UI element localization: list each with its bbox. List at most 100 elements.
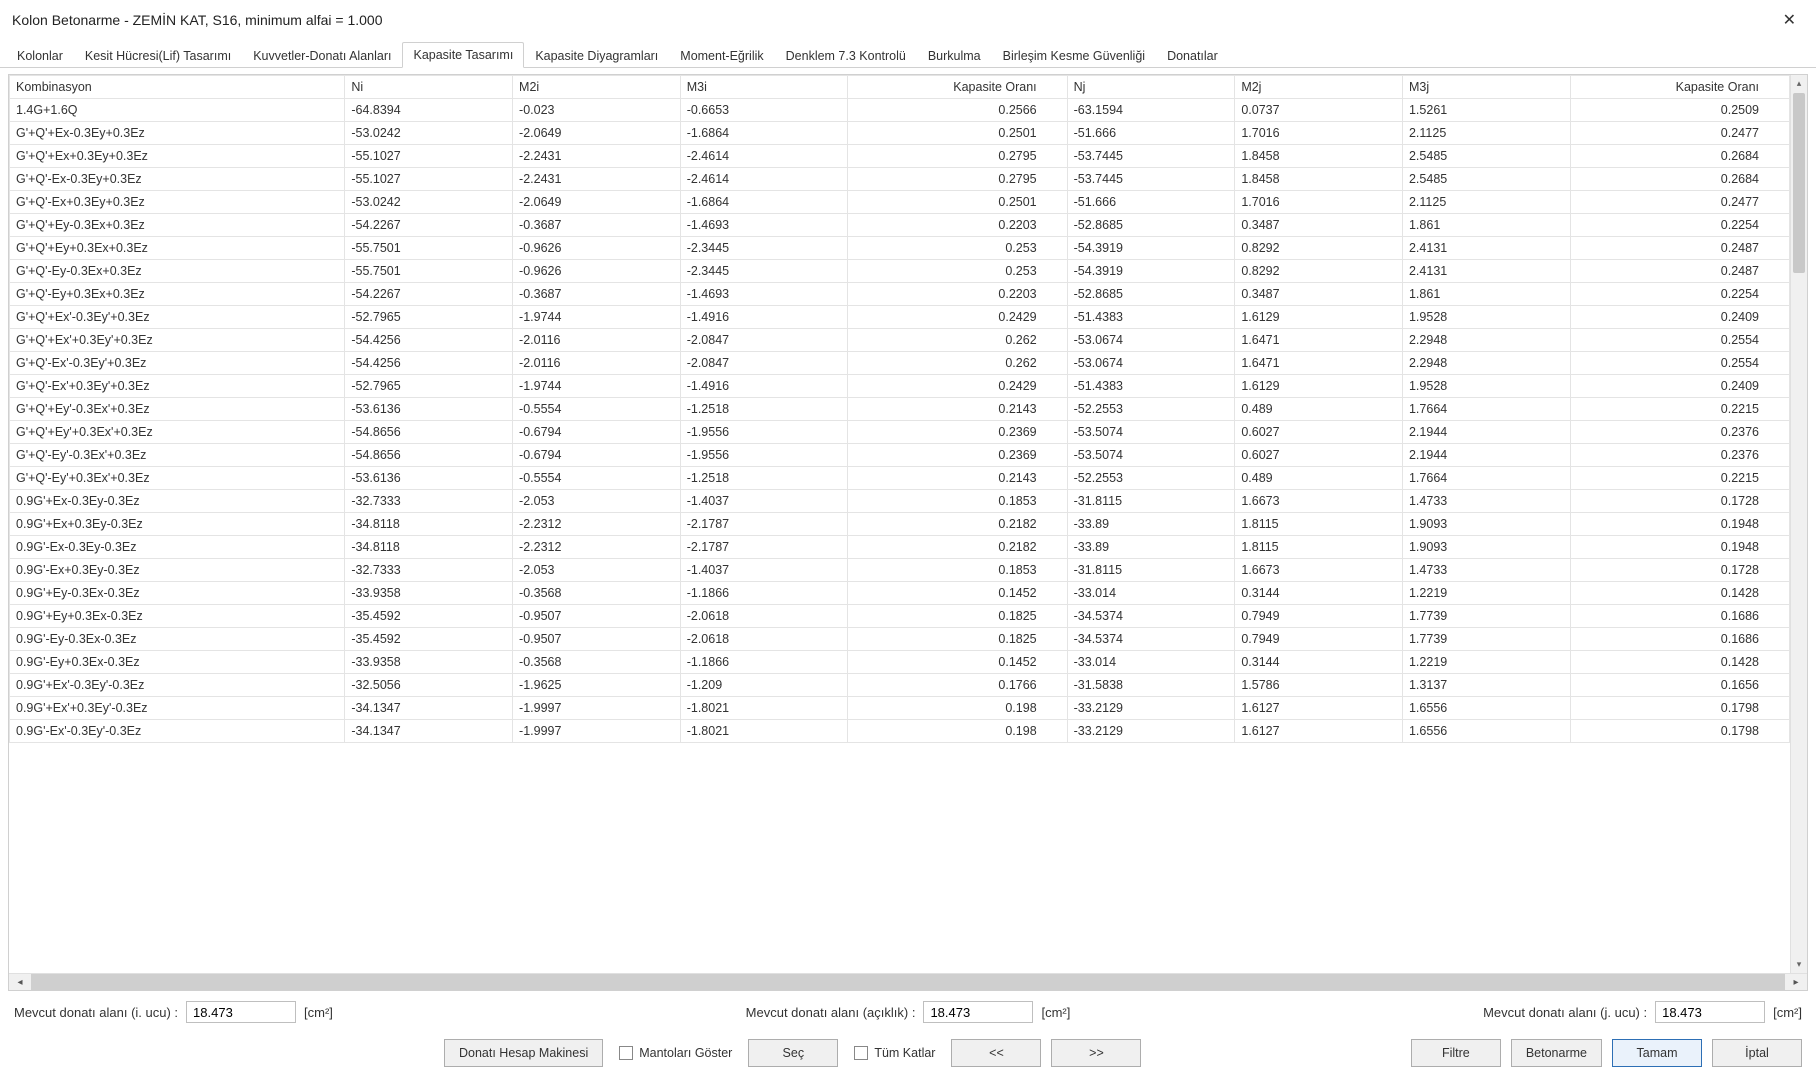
tab-7[interactable]: Burkulma <box>917 43 992 68</box>
table-cell: -1.9997 <box>513 697 681 720</box>
tamam-button[interactable]: Tamam <box>1612 1039 1702 1067</box>
column-header[interactable]: M3i <box>680 76 848 99</box>
table-cell: -55.1027 <box>345 168 513 191</box>
tab-2[interactable]: Kuvvetler-Donatı Alanları <box>242 43 402 68</box>
column-header[interactable]: Kombinasyon <box>10 76 345 99</box>
table-cell: 0.9G'-Ey-0.3Ex-0.3Ez <box>10 628 345 651</box>
tab-6[interactable]: Denklem 7.3 Kontrolü <box>775 43 917 68</box>
fields-row: Mevcut donatı alanı (i. ucu) : [cm²] Mev… <box>0 991 1816 1029</box>
j-area-input[interactable] <box>1655 1001 1765 1023</box>
table-row[interactable]: G'+Q'+Ex'+0.3Ey'+0.3Ez-54.4256-2.0116-2.… <box>10 329 1790 352</box>
table-row[interactable]: G'+Q'+Ey'+0.3Ex'+0.3Ez-54.8656-0.6794-1.… <box>10 421 1790 444</box>
table-cell: 0.6027 <box>1235 421 1403 444</box>
table-cell: -0.3687 <box>513 214 681 237</box>
table-row[interactable]: G'+Q'-Ey'-0.3Ex'+0.3Ez-54.8656-0.6794-1.… <box>10 444 1790 467</box>
table-cell: 0.1428 <box>1570 582 1789 605</box>
table-row[interactable]: G'+Q'+Ex+0.3Ey+0.3Ez-55.1027-2.2431-2.46… <box>10 145 1790 168</box>
table-row[interactable]: G'+Q'-Ey'+0.3Ex'+0.3Ez-53.6136-0.5554-1.… <box>10 467 1790 490</box>
table-row[interactable]: 1.4G+1.6Q-64.8394-0.023-0.66530.2566-63.… <box>10 99 1790 122</box>
tab-9[interactable]: Donatılar <box>1156 43 1229 68</box>
i-area-input[interactable] <box>186 1001 296 1023</box>
tab-3[interactable]: Kapasite Tasarımı <box>402 42 524 68</box>
table-row[interactable]: G'+Q'-Ex'-0.3Ey'+0.3Ez-54.4256-2.0116-2.… <box>10 352 1790 375</box>
table-cell: 0.2477 <box>1570 122 1789 145</box>
table-row[interactable]: G'+Q'-Ey-0.3Ex+0.3Ez-55.7501-0.9626-2.34… <box>10 260 1790 283</box>
table-cell: -64.8394 <box>345 99 513 122</box>
table-row[interactable]: 0.9G'+Ex'+0.3Ey'-0.3Ez-34.1347-1.9997-1.… <box>10 697 1790 720</box>
close-icon[interactable]: ✕ <box>1775 6 1804 34</box>
table-cell: 0.2429 <box>848 375 1067 398</box>
column-header[interactable]: M2i <box>513 76 681 99</box>
table-cell: 0.2684 <box>1570 168 1789 191</box>
prev-button[interactable]: << <box>951 1039 1041 1067</box>
sec-button[interactable]: Seç <box>748 1039 838 1067</box>
table-cell: -1.9997 <box>513 720 681 743</box>
table-cell: -0.5554 <box>513 467 681 490</box>
table-row[interactable]: 0.9G'+Ex-0.3Ey-0.3Ez-32.7333-2.053-1.403… <box>10 490 1790 513</box>
tab-4[interactable]: Kapasite Diyagramları <box>524 43 669 68</box>
checkbox-box-icon[interactable] <box>854 1046 868 1060</box>
table-row[interactable]: G'+Q'+Ex'-0.3Ey'+0.3Ez-52.7965-1.9744-1.… <box>10 306 1790 329</box>
horizontal-scrollbar[interactable]: ◂ ▸ <box>9 973 1807 990</box>
mid-area-input[interactable] <box>923 1001 1033 1023</box>
table-row[interactable]: 0.9G'-Ex+0.3Ey-0.3Ez-32.7333-2.053-1.403… <box>10 559 1790 582</box>
table-row[interactable]: G'+Q'+Ey+0.3Ex+0.3Ez-55.7501-0.9626-2.34… <box>10 237 1790 260</box>
table-cell: 0.2215 <box>1570 467 1789 490</box>
iptal-button[interactable]: İptal <box>1712 1039 1802 1067</box>
scroll-down-icon[interactable]: ▾ <box>1791 956 1807 973</box>
table-cell: 0.6027 <box>1235 444 1403 467</box>
betonarme-button[interactable]: Betonarme <box>1511 1039 1602 1067</box>
column-header[interactable]: Kapasite Oranı <box>848 76 1067 99</box>
table-cell: -0.6653 <box>680 99 848 122</box>
hscroll-track[interactable] <box>31 974 1785 990</box>
scroll-left-icon[interactable]: ◂ <box>9 977 31 988</box>
table-row[interactable]: G'+Q'+Ex-0.3Ey+0.3Ez-53.0242-2.0649-1.68… <box>10 122 1790 145</box>
scroll-right-icon[interactable]: ▸ <box>1785 977 1807 988</box>
scroll-thumb[interactable] <box>1793 93 1805 273</box>
table-cell: 0.253 <box>848 237 1067 260</box>
table-row[interactable]: G'+Q'-Ex'+0.3Ey'+0.3Ez-52.7965-1.9744-1.… <box>10 375 1790 398</box>
table-cell: -53.6136 <box>345 398 513 421</box>
table-row[interactable]: 0.9G'-Ex-0.3Ey-0.3Ez-34.8118-2.2312-2.17… <box>10 536 1790 559</box>
next-button[interactable]: >> <box>1051 1039 1141 1067</box>
tab-1[interactable]: Kesit Hücresi(Lif) Tasarımı <box>74 43 242 68</box>
tumkatlar-checkbox[interactable]: Tüm Katlar <box>854 1046 935 1060</box>
table-cell: 1.7664 <box>1402 398 1570 421</box>
table-row[interactable]: G'+Q'-Ex-0.3Ey+0.3Ez-55.1027-2.2431-2.46… <box>10 168 1790 191</box>
table-row[interactable]: G'+Q'+Ey'-0.3Ex'+0.3Ez-53.6136-0.5554-1.… <box>10 398 1790 421</box>
table-row[interactable]: 0.9G'+Ex'-0.3Ey'-0.3Ez-32.5056-1.9625-1.… <box>10 674 1790 697</box>
table-cell: 1.8115 <box>1235 536 1403 559</box>
mantolari-checkbox[interactable]: Mantoları Göster <box>619 1046 732 1060</box>
unit-label: [cm²] <box>304 1005 333 1020</box>
table-row[interactable]: 0.9G'-Ex'-0.3Ey'-0.3Ez-34.1347-1.9997-1.… <box>10 720 1790 743</box>
table-cell: -52.8685 <box>1067 214 1235 237</box>
column-header[interactable]: Kapasite Oranı <box>1570 76 1789 99</box>
tumkatlar-label: Tüm Katlar <box>874 1046 935 1060</box>
table-row[interactable]: G'+Q'-Ey+0.3Ex+0.3Ez-54.2267-0.3687-1.46… <box>10 283 1790 306</box>
column-header[interactable]: M3j <box>1402 76 1570 99</box>
column-header[interactable]: Ni <box>345 76 513 99</box>
tab-5[interactable]: Moment-Eğrilik <box>669 43 774 68</box>
filtre-button[interactable]: Filtre <box>1411 1039 1501 1067</box>
table-row[interactable]: 0.9G'+Ex+0.3Ey-0.3Ez-34.8118-2.2312-2.17… <box>10 513 1790 536</box>
table-row[interactable]: 0.9G'+Ey+0.3Ex-0.3Ez-35.4592-0.9507-2.06… <box>10 605 1790 628</box>
table-row[interactable]: 0.9G'-Ey+0.3Ex-0.3Ez-33.9358-0.3568-1.18… <box>10 651 1790 674</box>
table-cell: G'+Q'-Ey'-0.3Ex'+0.3Ez <box>10 444 345 467</box>
table-row[interactable]: 0.9G'-Ey-0.3Ex-0.3Ez-35.4592-0.9507-2.06… <box>10 628 1790 651</box>
table-row[interactable]: G'+Q'+Ey-0.3Ex+0.3Ez-54.2267-0.3687-1.46… <box>10 214 1790 237</box>
tab-8[interactable]: Birleşim Kesme Güvenliği <box>992 43 1156 68</box>
table-cell: 0.2215 <box>1570 398 1789 421</box>
scroll-up-icon[interactable]: ▴ <box>1791 75 1807 92</box>
calc-button[interactable]: Donatı Hesap Makinesi <box>444 1039 603 1067</box>
tab-0[interactable]: Kolonlar <box>6 43 74 68</box>
table-row[interactable]: G'+Q'-Ex+0.3Ey+0.3Ez-53.0242-2.0649-1.68… <box>10 191 1790 214</box>
table-scroll[interactable]: KombinasyonNiM2iM3iKapasite OranıNjM2jM3… <box>9 75 1790 973</box>
table-cell: 0.1825 <box>848 628 1067 651</box>
checkbox-box-icon[interactable] <box>619 1046 633 1060</box>
table-row[interactable]: 0.9G'+Ey-0.3Ex-0.3Ez-33.9358-0.3568-1.18… <box>10 582 1790 605</box>
table-cell: 0.1853 <box>848 559 1067 582</box>
table-cell: -51.666 <box>1067 122 1235 145</box>
column-header[interactable]: M2j <box>1235 76 1403 99</box>
vertical-scrollbar[interactable]: ▴ ▾ <box>1790 75 1807 973</box>
column-header[interactable]: Nj <box>1067 76 1235 99</box>
